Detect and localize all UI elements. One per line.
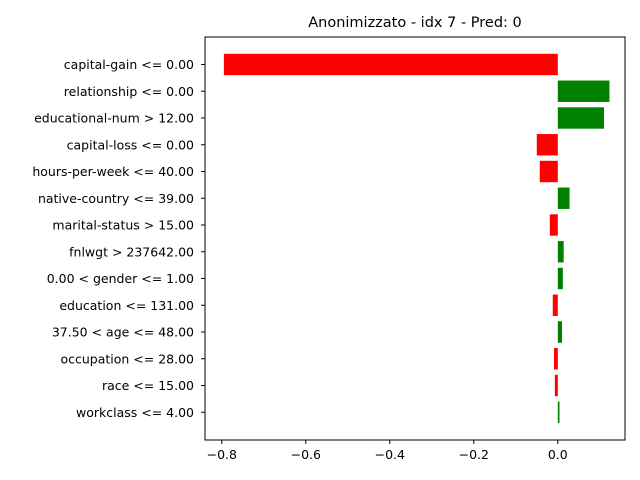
category-labels: capital-gain <= 0.00 relationship <= 0.00… [32, 57, 205, 420]
category-label-12: race <= 15.00 [102, 378, 194, 393]
bars-group [223, 53, 610, 423]
bar-4 [539, 160, 558, 183]
chart-title: Anonimizzato - idx 7 - Pred: 0 [308, 15, 522, 31]
bar-7 [557, 241, 564, 263]
x-tick-label-2: −0.4 [375, 447, 405, 462]
bar-5 [557, 187, 570, 209]
bar-3 [536, 134, 558, 156]
category-label-5: native-country <= 39.00 [38, 191, 194, 206]
category-label-0: capital-gain <= 0.00 [64, 57, 194, 72]
category-label-10: 37.50 < age <= 48.00 [52, 325, 194, 340]
x-tick-label-0: −0.8 [207, 447, 237, 462]
bar-13 [557, 401, 560, 423]
plot-frame [204, 36, 626, 441]
bar-9 [552, 294, 558, 316]
x-tick-label-3: −0.2 [459, 447, 489, 462]
category-label-1: relationship <= 0.00 [64, 84, 194, 99]
category-label-3: capital-loss <= 0.00 [67, 137, 194, 152]
category-label-6: marital-status > 15.00 [52, 218, 194, 233]
bar-1 [557, 80, 610, 102]
bar-0 [223, 53, 558, 76]
category-label-4: hours-per-week <= 40.00 [32, 164, 194, 179]
category-label-8: 0.00 < gender <= 1.00 [47, 271, 194, 286]
category-label-2: educational-num > 12.00 [34, 111, 194, 126]
bar-2 [557, 107, 604, 129]
x-tick-label-1: −0.6 [291, 447, 321, 462]
x-tick-label-4: 0.0 [548, 447, 568, 462]
category-label-7: fnlwgt > 237642.00 [69, 244, 194, 259]
bar-8 [557, 267, 563, 290]
x-axis-ticks: −0.8 −0.6 −0.4 −0.2 0.0 [207, 440, 568, 462]
category-label-13: workclass <= 4.00 [76, 405, 194, 420]
category-label-11: occupation <= 28.00 [60, 351, 194, 366]
bar-11 [554, 348, 558, 370]
category-label-9: education <= 131.00 [59, 298, 194, 313]
bar-10 [557, 321, 562, 343]
bar-6 [549, 214, 558, 236]
bar-12 [554, 374, 558, 397]
